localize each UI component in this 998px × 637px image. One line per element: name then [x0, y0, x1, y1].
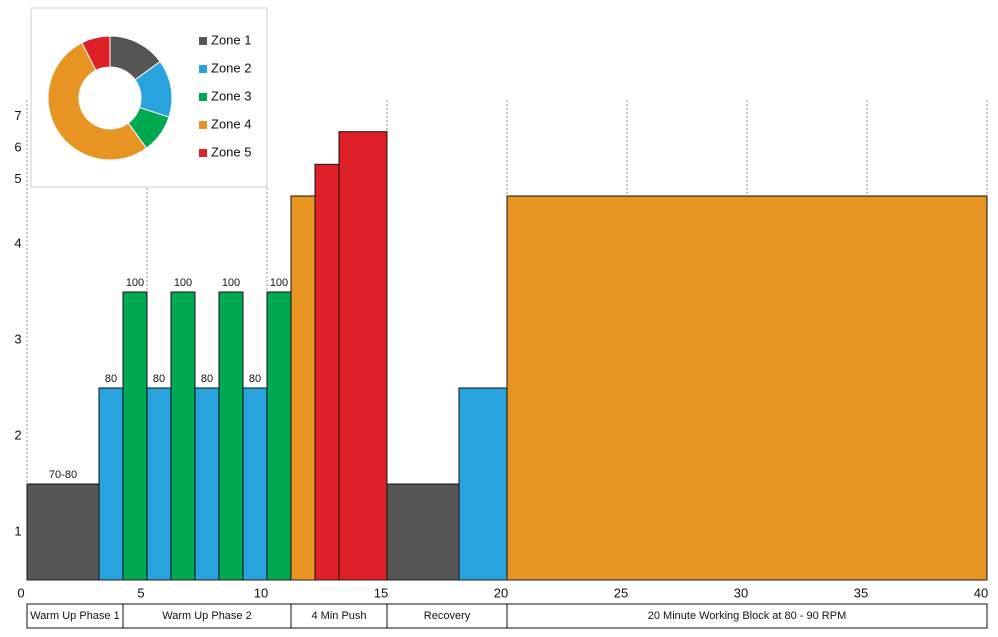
bar-label: 70-80 [49, 469, 77, 481]
phase-label: 20 Minute Working Block at 80 - 90 RPM [648, 610, 847, 622]
bar [338, 131, 388, 581]
y-tick-label: 2 [14, 427, 21, 442]
phase-label: Warm Up Phase 1 [30, 610, 119, 622]
y-tick-label: 1 [14, 523, 21, 538]
x-tick-label: 15 [374, 585, 388, 600]
bar [266, 291, 292, 581]
bar [170, 291, 196, 581]
bar-label: 80 [249, 373, 261, 385]
y-tick-label: 5 [14, 171, 21, 186]
bar-label: 100 [270, 277, 288, 289]
legend-swatch [199, 65, 207, 73]
x-tick-label: 25 [614, 585, 628, 600]
phase-cell [506, 603, 988, 629]
x-tick-label: 0 [17, 585, 24, 600]
bar-label: 100 [222, 277, 240, 289]
bar [26, 483, 100, 581]
legend-swatch [199, 37, 207, 45]
x-tick-label: 40 [974, 585, 988, 600]
phase-label: 4 Min Push [311, 610, 366, 622]
legend-swatch [199, 149, 207, 157]
y-tick-label: 7 [14, 108, 21, 123]
bar-label: 100 [126, 277, 144, 289]
phase-label: Recovery [424, 610, 471, 622]
bar-label: 80 [201, 373, 213, 385]
legend-label: Zone 2 [211, 60, 251, 75]
bar [506, 195, 988, 581]
bar [146, 387, 172, 581]
bar [458, 387, 508, 581]
y-tick-label: 3 [14, 331, 21, 346]
x-tick-label: 20 [494, 585, 508, 600]
x-tick-label: 35 [854, 585, 868, 600]
y-tick-label: 4 [14, 235, 21, 250]
bar [242, 387, 268, 581]
donut-slice [47, 42, 148, 161]
bar [194, 387, 220, 581]
bar [386, 483, 460, 581]
phase-cell [290, 603, 388, 629]
y-tick-label: 6 [14, 139, 21, 154]
legend-swatch [199, 121, 207, 129]
bar [290, 195, 316, 581]
bar-label: 100 [174, 277, 192, 289]
bar-label: 80 [153, 373, 165, 385]
legend-label: Zone 4 [211, 116, 251, 131]
donut-slice [81, 35, 111, 72]
x-tick-label: 10 [254, 585, 268, 600]
phase-cell [26, 603, 124, 629]
legend-swatch [199, 93, 207, 101]
bar-label: 80 [105, 373, 117, 385]
phase-label: Warm Up Phase 2 [162, 610, 251, 622]
bar [122, 291, 148, 581]
x-tick-label: 5 [137, 585, 144, 600]
bar [98, 387, 124, 581]
legend-label: Zone 5 [211, 144, 251, 159]
bar [314, 163, 340, 581]
legend-label: Zone 1 [211, 32, 251, 47]
x-tick-label: 30 [734, 585, 748, 600]
bar [218, 291, 244, 581]
legend-label: Zone 3 [211, 88, 251, 103]
